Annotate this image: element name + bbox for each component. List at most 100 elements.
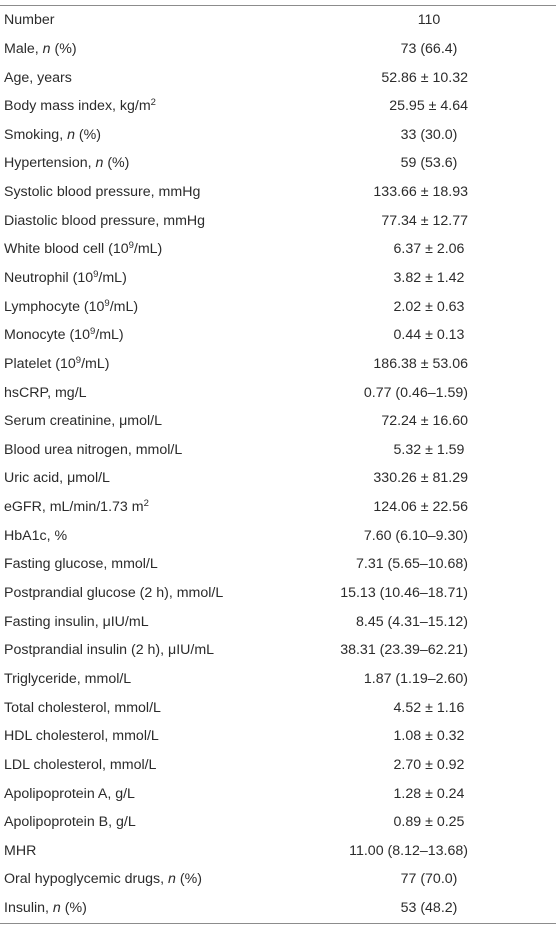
table-row: Postprandial insulin (2 h), μIU/mL 38.31 … (0, 636, 556, 665)
row-label-text: HDL cholesterol, mmol/L (4, 728, 159, 745)
row-value: 38.31 (23.39–62.21) (340, 642, 468, 659)
row-value: 1.08 ± 0.32 (393, 728, 465, 745)
table-row: Systolic blood pressure, mmHg 133.66 ± 18… (0, 178, 556, 207)
table-row: Blood urea nitrogen, mmol/L 5.32 ± 1.59 (0, 436, 556, 465)
row-value: 0.77 (0.46–1.59) (363, 384, 468, 401)
row-label: Neutrophil (109/mL) (0, 268, 390, 285)
table-row: Insulin, n (%) 53 (48.2) (0, 894, 556, 923)
row-value: 0.44 ± 0.13 (393, 327, 465, 344)
row-label: Monocyte (109/mL) (0, 326, 390, 344)
table-row: Total cholesterol, mmol/L 4.52 ± 1.16 (0, 693, 556, 722)
row-label: Age, years (0, 69, 381, 86)
row-value: 1.28 ± 0.24 (393, 785, 465, 802)
row-label-text: Blood urea nitrogen, mmol/L (4, 441, 183, 458)
row-value: 330.26 ± 81.29 (373, 470, 468, 487)
row-label-text: MHR (4, 842, 37, 859)
row-label-text: Diastolic blood pressure, mmHg (4, 212, 206, 229)
row-label-suffix: (%) (60, 900, 87, 917)
row-label: White blood cell (109/mL) (0, 240, 390, 258)
row-label-suffix: (%) (74, 126, 101, 143)
row-value: 133.66 ± 18.93 (373, 184, 468, 201)
row-value: 0.89 ± 0.25 (393, 814, 465, 831)
row-value: 53 (48.2) (400, 900, 458, 917)
row-label-text: hsCRP, mg/L (4, 384, 87, 401)
row-label-superscript: 2 (143, 498, 149, 510)
table-row: Postprandial glucose (2 h), mmol/L 15.13 … (0, 579, 556, 608)
table-row: Apolipoprotein A, g/L 1.28 ± 0.24 (0, 779, 556, 808)
row-label-superscript: 9 (104, 297, 110, 309)
table-row: Diastolic blood pressure, mmHg 77.34 ± 12… (0, 206, 556, 235)
row-label-text: LDL cholesterol, mmol/L (4, 756, 157, 773)
row-label: Fasting glucose, mmol/L (0, 557, 356, 571)
row-value: 4.52 ± 1.16 (393, 699, 465, 716)
row-label-text: eGFR, mL/min/1.73 m (4, 499, 144, 516)
row-label-text: Number (4, 12, 55, 29)
row-label-superscript: 9 (93, 268, 99, 280)
table-top-rule (0, 5, 556, 6)
table-row: Serum creatinine, μmol/L 72.24 ± 16.60 (0, 407, 556, 436)
row-label: Platelet (109/mL) (0, 354, 373, 372)
row-label-superscript: 2 (150, 97, 156, 109)
row-label: Total cholesterol, mmol/L (0, 700, 390, 715)
table-row: Smoking, n (%) 33 (30.0) (0, 121, 556, 150)
row-label: Lymphocyte (109/mL) (0, 297, 390, 315)
row-label: Fasting insulin, μIU/mL (0, 615, 356, 629)
row-label-suffix: (%) (50, 40, 77, 57)
row-label: Postprandial insulin (2 h), μIU/mL (0, 643, 340, 657)
row-label-text: Oral hypoglycemic drugs, (4, 871, 169, 888)
row-value: 15.13 (10.46–18.71) (340, 585, 468, 602)
row-label-italic: n (95, 155, 104, 172)
row-value: 77 (70.0) (400, 871, 458, 888)
table-row: LDL cholesterol, mmol/L 2.70 ± 0.92 (0, 751, 556, 780)
row-label-superscript: 9 (75, 354, 82, 366)
row-value: 2.02 ± 0.63 (393, 298, 465, 315)
row-value: 73 (66.4) (400, 40, 458, 57)
row-label-suffix: (%) (103, 155, 130, 172)
table-row: Triglyceride, mmol/L 1.87 (1.19–2.60) (0, 665, 556, 694)
row-label-text: Platelet (10 (4, 355, 76, 372)
row-label-text: Uric acid, μmol/L (4, 470, 110, 487)
row-label-superscript: 9 (128, 240, 134, 252)
row-label: Blood urea nitrogen, mmol/L (0, 443, 390, 457)
row-value: 110 (417, 12, 441, 29)
row-label-text: Triglyceride, mmol/L (4, 670, 132, 687)
row-label-text: Smoking, (4, 126, 68, 143)
row-label: Diastolic blood pressure, mmHg (0, 214, 381, 228)
row-label-suffix: /mL) (109, 298, 139, 315)
row-label: Systolic blood pressure, mmHg (0, 185, 373, 199)
table-row: MHR 11.00 (8.12–13.68) (0, 837, 556, 866)
row-value: 77.34 ± 12.77 (381, 212, 468, 229)
row-label-suffix: /mL) (95, 327, 124, 344)
table-bottom-rule (0, 922, 556, 924)
row-label-text: Hypertension, (4, 155, 96, 172)
row-label: MHR (0, 844, 349, 858)
table-row: Lymphocyte (109/mL) 2.02 ± 0.63 (0, 292, 556, 321)
row-label-italic: n (42, 40, 51, 57)
row-label-suffix: /mL) (133, 241, 163, 258)
row-label-text: Fasting insulin, μIU/mL (4, 613, 149, 630)
row-label: Hypertension, n (%) (0, 156, 390, 170)
row-label-superscript: 9 (89, 326, 96, 338)
row-label: Body mass index, kg/m2 (0, 97, 389, 113)
row-label-text: Postprandial insulin (2 h), μIU/mL (4, 642, 215, 659)
row-label: Triglyceride, mmol/L (0, 672, 364, 686)
row-value: 5.32 ± 1.59 (393, 441, 465, 458)
table-row: Apolipoprotein B, g/L 0.89 ± 0.25 (0, 808, 556, 837)
row-label: hsCRP, mg/L (0, 384, 364, 401)
row-label-text: Age, years (4, 69, 72, 86)
table-body: Number 110 Male, n (%) 73 (66.4) Age, years 5… (0, 6, 556, 923)
row-label: Apolipoprotein A, g/L (0, 786, 390, 801)
row-label-text: Male, (4, 40, 43, 57)
row-value: 1.87 (1.19–2.60) (363, 670, 468, 687)
table-row: HbA1c, % 7.60 (6.10–9.30) (0, 522, 556, 551)
row-value: 3.82 ± 1.42 (393, 269, 465, 286)
table-row: HDL cholesterol, mmol/L 1.08 ± 0.32 (0, 722, 556, 751)
row-label: Oral hypoglycemic drugs, n (%) (0, 872, 390, 886)
row-label: Smoking, n (%) (0, 128, 390, 142)
row-label-italic: n (52, 900, 61, 917)
row-label-italic: n (67, 126, 75, 143)
row-label-text: Monocyte (10 (4, 327, 90, 344)
row-label-text: Serum creatinine, μmol/L (4, 413, 162, 430)
row-value: 7.31 (5.65–10.68) (355, 556, 468, 573)
